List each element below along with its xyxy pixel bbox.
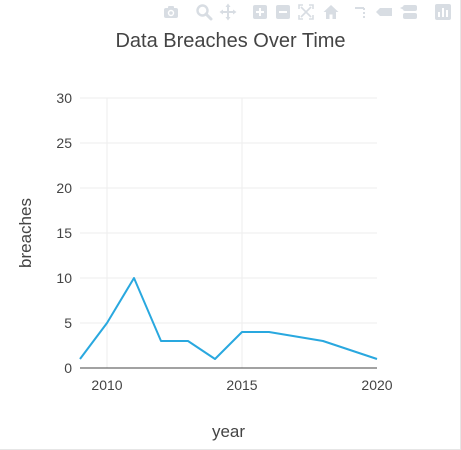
zoom-in-icon[interactable]: [251, 3, 269, 21]
y-axis-title: breaches: [16, 198, 35, 268]
pan-icon[interactable]: [219, 3, 237, 21]
y-tick-label: 10: [56, 270, 72, 286]
series: [79, 277, 378, 360]
tick-labels: 0 5 10 15 20 25 30 2010 2015 2020: [56, 90, 392, 393]
y-tick-label: 15: [56, 225, 72, 241]
gridlines: [80, 97, 377, 369]
y-tick-label: 5: [64, 315, 72, 331]
x-tick-label: 2015: [226, 377, 257, 393]
plotly-logo-icon[interactable]: [434, 3, 452, 21]
autoscale-icon[interactable]: [297, 3, 315, 21]
y-tick-label: 30: [56, 90, 72, 106]
spike-lines-icon[interactable]: [352, 3, 370, 21]
zoom-out-icon[interactable]: [274, 3, 292, 21]
home-icon[interactable]: [322, 3, 340, 21]
camera-icon[interactable]: [162, 3, 180, 21]
chart-title: Data Breaches Over Time: [115, 30, 346, 52]
y-tick-label: 0: [64, 360, 72, 376]
series-line[interactable]: [79, 277, 378, 360]
hover-compare-icon[interactable]: [400, 3, 418, 21]
modebar: [0, 3, 461, 23]
zoom-icon[interactable]: [195, 3, 213, 21]
y-tick-label: 25: [56, 135, 72, 151]
x-tick-label: 2010: [91, 377, 122, 393]
x-tick-label: 2020: [361, 377, 392, 393]
hover-closest-icon[interactable]: [375, 3, 393, 21]
y-tick-label: 20: [56, 180, 72, 196]
x-axis-title: year: [212, 422, 245, 441]
